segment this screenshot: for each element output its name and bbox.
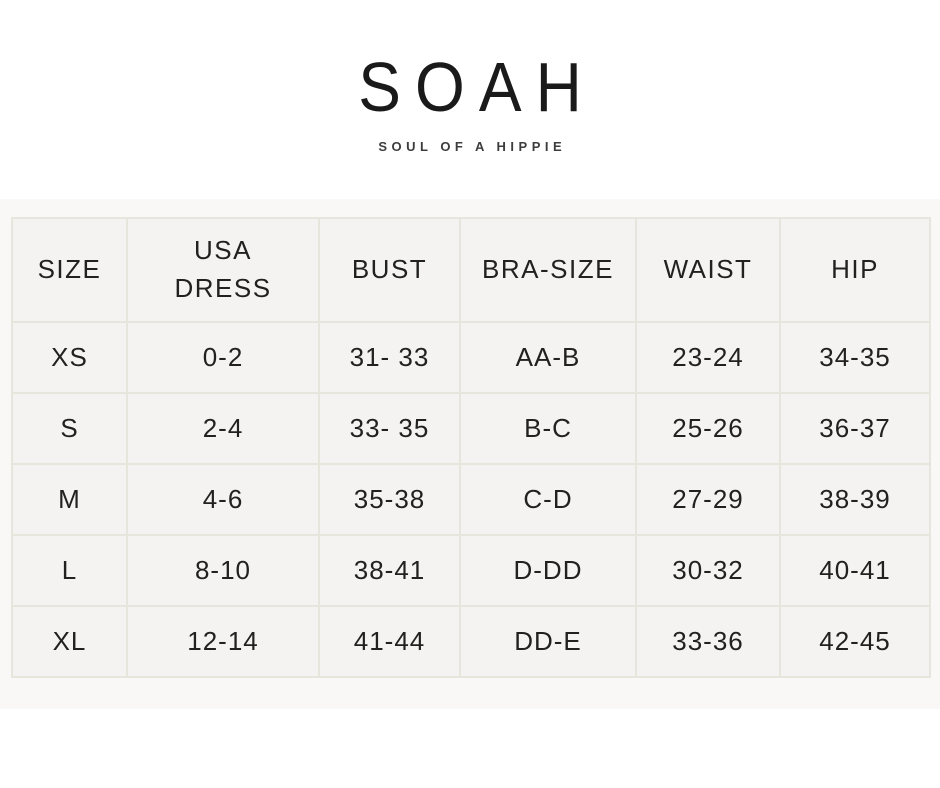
column-header-hip: HIP [779, 217, 931, 323]
column-header-hip-label: HIP [831, 254, 879, 285]
table-row-s: S 2-4 33- 35 B-C 25-26 36-37 [11, 392, 931, 465]
size-chart-section: SIZE USA DRESS BUST BRA-SIZE WAIST HIP X… [0, 199, 940, 709]
table-row-m: M 4-6 35-38 C-D 27-29 38-39 [11, 463, 931, 536]
size-chart-table: SIZE USA DRESS BUST BRA-SIZE WAIST HIP X… [11, 217, 931, 678]
cell-xl-bra-size: DD-E [459, 605, 637, 678]
column-header-waist-label: WAIST [663, 254, 753, 285]
brand-logo-text: SOAH [358, 48, 596, 126]
cell-m-bust: 35-38 [318, 463, 461, 536]
brand-header: SOAH SOUL OF A HIPPIE [0, 0, 940, 199]
cell-xl-size: XL [11, 605, 128, 678]
column-header-size-label: SIZE [37, 254, 102, 285]
column-header-bust: BUST [318, 217, 461, 323]
cell-l-usa-dress: 8-10 [126, 534, 320, 607]
cell-s-waist: 25-26 [635, 392, 781, 465]
cell-m-size: M [11, 463, 128, 536]
table-row-l: L 8-10 38-41 D-DD 30-32 40-41 [11, 534, 931, 607]
cell-m-hip: 38-39 [779, 463, 931, 536]
column-header-size: SIZE [11, 217, 128, 323]
column-header-bra-size: BRA-SIZE [459, 217, 637, 323]
column-header-bust-label: BUST [351, 254, 428, 285]
cell-m-waist: 27-29 [635, 463, 781, 536]
cell-l-hip: 40-41 [779, 534, 931, 607]
cell-xl-usa-dress: 12-14 [126, 605, 320, 678]
column-header-bra-size-label: BRA-SIZE [482, 254, 614, 285]
column-header-usa-dress-label: USA DRESS [174, 235, 272, 303]
cell-l-size: L [11, 534, 128, 607]
cell-s-bra-size: B-C [459, 392, 637, 465]
cell-xl-waist: 33-36 [635, 605, 781, 678]
cell-xs-waist: 23-24 [635, 321, 781, 394]
cell-xs-usa-dress: 0-2 [126, 321, 320, 394]
cell-xl-bust: 41-44 [318, 605, 461, 678]
cell-xs-bra-size: AA-B [459, 321, 637, 394]
cell-l-bust: 38-41 [318, 534, 461, 607]
column-header-waist: WAIST [635, 217, 781, 323]
cell-m-bra-size: C-D [459, 463, 637, 536]
table-row-xl: XL 12-14 41-44 DD-E 33-36 42-45 [11, 605, 931, 678]
cell-xs-hip: 34-35 [779, 321, 931, 394]
cell-xl-hip: 42-45 [779, 605, 931, 678]
header-row: SIZE USA DRESS BUST BRA-SIZE WAIST HIP [11, 217, 931, 323]
cell-m-usa-dress: 4-6 [126, 463, 320, 536]
brand-tagline: SOUL OF A HIPPIE [378, 139, 567, 154]
cell-l-waist: 30-32 [635, 534, 781, 607]
cell-s-usa-dress: 2-4 [126, 392, 320, 465]
cell-s-hip: 36-37 [779, 392, 931, 465]
column-header-usa-dress: USA DRESS [126, 217, 320, 323]
cell-xs-size: XS [11, 321, 128, 394]
table-row-xs: XS 0-2 31- 33 AA-B 23-24 34-35 [11, 321, 931, 394]
cell-xs-bust: 31- 33 [318, 321, 461, 394]
cell-l-bra-size: D-DD [459, 534, 637, 607]
cell-s-size: S [11, 392, 128, 465]
cell-s-bust: 33- 35 [318, 392, 461, 465]
